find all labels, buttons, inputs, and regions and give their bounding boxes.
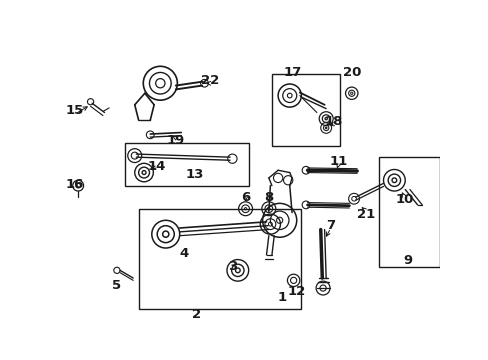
Text: 7: 7	[325, 219, 335, 232]
Text: 20: 20	[342, 66, 360, 79]
Text: 6: 6	[241, 191, 250, 204]
Text: 14: 14	[148, 160, 166, 173]
Text: 4: 4	[179, 247, 188, 260]
Text: 22: 22	[201, 74, 219, 87]
Text: 21: 21	[356, 208, 374, 221]
Text: 10: 10	[394, 193, 413, 206]
Text: 8: 8	[264, 191, 273, 204]
Text: 13: 13	[185, 168, 204, 181]
Text: 19: 19	[166, 134, 184, 147]
Bar	[124, 143, 248, 186]
Text: 17: 17	[283, 66, 302, 79]
Text: 12: 12	[287, 285, 305, 298]
Text: 5: 5	[112, 279, 121, 292]
Text: 18: 18	[324, 115, 343, 128]
Text: 16: 16	[66, 177, 84, 190]
Text: 2: 2	[192, 308, 201, 321]
Text: 9: 9	[403, 254, 412, 267]
Bar	[138, 209, 301, 309]
Text: 1: 1	[277, 291, 286, 304]
Bar	[271, 74, 340, 145]
Text: 3: 3	[228, 260, 237, 273]
Bar	[378, 157, 439, 266]
Text: 15: 15	[66, 104, 84, 117]
Text: 11: 11	[329, 154, 347, 167]
